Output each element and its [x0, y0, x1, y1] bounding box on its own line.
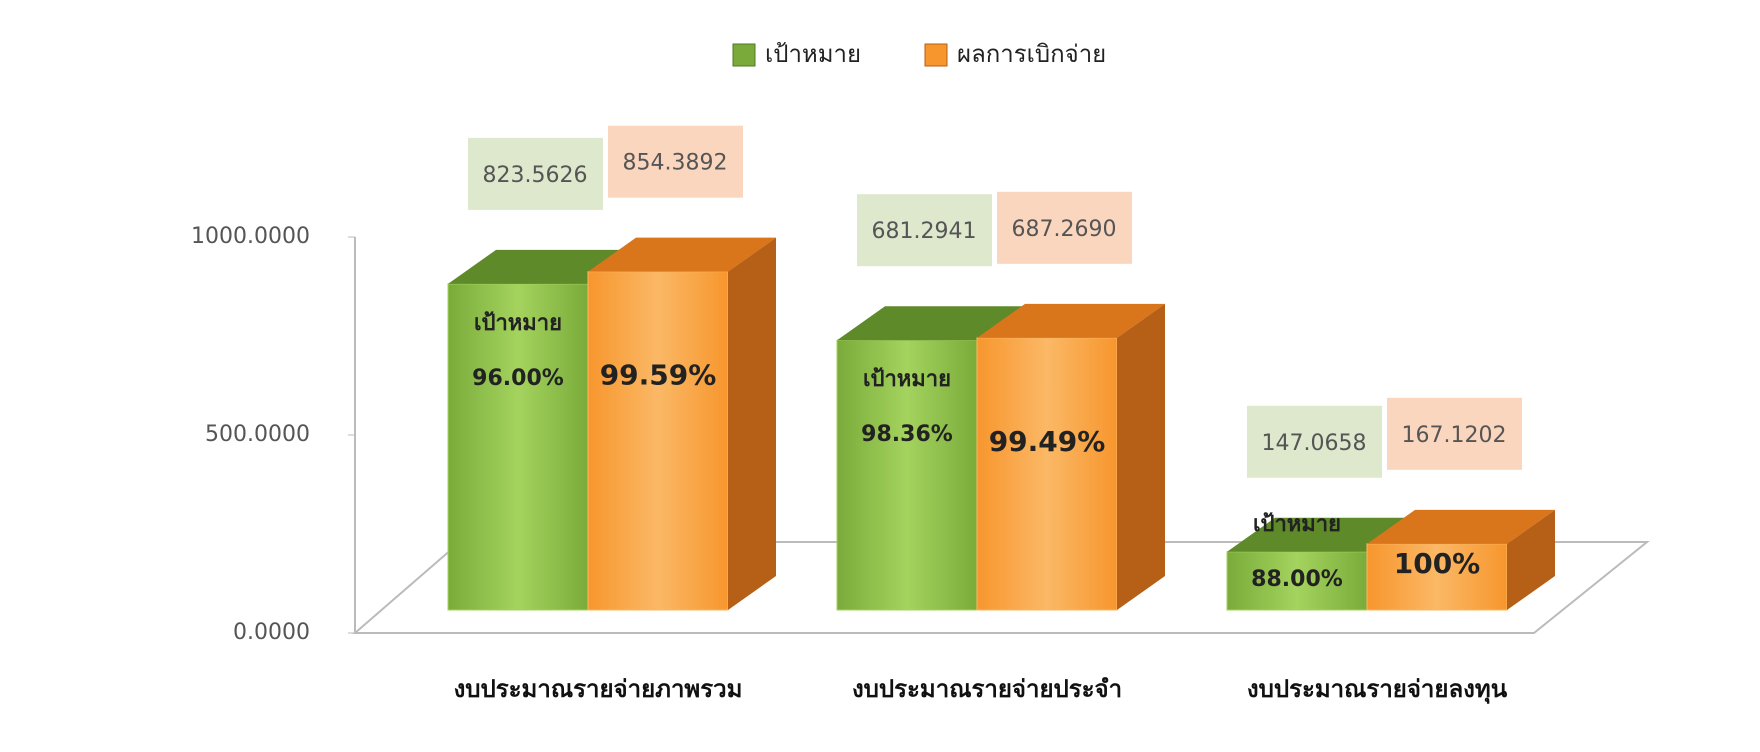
bar-series-label: เป้าหมาย	[863, 367, 951, 392]
x-tick-label: งบประมาณรายจ่ายประจำ	[852, 675, 1122, 703]
value-label: 681.2941	[872, 219, 977, 244]
x-tick-label: งบประมาณรายจ่ายภาพรวม	[454, 675, 743, 703]
x-tick-label: งบประมาณรายจ่ายลงทุน	[1247, 675, 1508, 705]
bar-series-label: เป้าหมาย	[1253, 512, 1341, 537]
legend-label: เป้าหมาย	[765, 40, 861, 68]
legend-label: ผลการเบิกจ่าย	[957, 40, 1106, 68]
value-label-box	[468, 137, 603, 210]
percent-label: 99.59%	[600, 359, 717, 392]
bar-top	[837, 306, 1025, 341]
bar-top	[977, 303, 1165, 338]
bar-top	[1367, 509, 1555, 544]
legend-swatch	[732, 43, 756, 67]
y-tick-label: 1000.0000	[191, 224, 310, 249]
value-label: 687.2690	[1012, 217, 1117, 242]
percent-label: 99.49%	[989, 425, 1106, 458]
bar	[836, 339, 978, 611]
y-tick-label: 500.0000	[205, 422, 310, 447]
bar-series-label: เป้าหมาย	[474, 311, 562, 336]
value-label-box	[997, 191, 1132, 264]
value-label: 147.0658	[1262, 431, 1367, 456]
bar	[1366, 543, 1508, 611]
percent-label: 98.36%	[861, 422, 953, 447]
value-label-box	[1387, 397, 1522, 470]
value-label-box	[857, 194, 992, 267]
y-tick-label: 0.0000	[233, 620, 310, 645]
bar-side	[1117, 303, 1165, 610]
legend-swatch	[924, 43, 948, 67]
value-label: 854.3892	[623, 151, 728, 176]
value-label-box	[1247, 405, 1382, 478]
value-label: 167.1202	[1402, 423, 1507, 448]
bar	[587, 271, 729, 611]
bar-side	[728, 237, 776, 611]
percent-label: 88.00%	[1251, 567, 1343, 592]
value-label-box	[608, 125, 743, 198]
percent-label: 96.00%	[472, 366, 564, 391]
value-label: 823.5626	[483, 163, 588, 188]
bar	[447, 283, 589, 611]
percent-label: 100%	[1394, 547, 1481, 580]
bar-top	[588, 237, 776, 272]
bar-side	[1507, 509, 1555, 610]
bar	[976, 337, 1118, 611]
